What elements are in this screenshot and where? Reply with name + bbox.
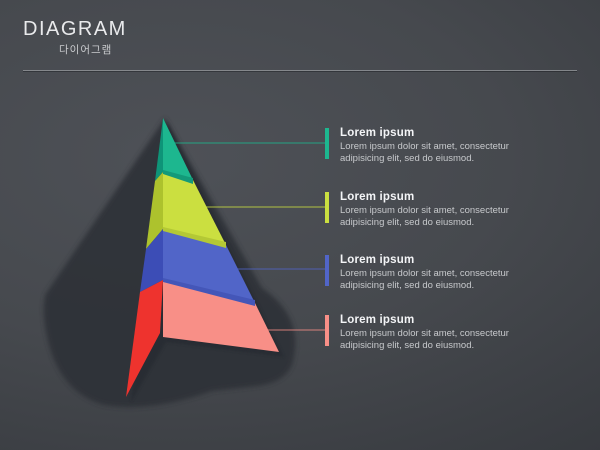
pyramid-left-segment-2 [146, 172, 163, 249]
pyramid-band-edge-1 [163, 170, 193, 184]
callout-4-body: Lorem ipsum dolor sit amet, consectetur … [340, 328, 509, 351]
header-divider [23, 70, 577, 71]
pyramid-right-segment-4 [163, 280, 279, 352]
pyramid-band-edge-3 [163, 278, 255, 306]
callout-2: Lorem ipsum Lorem ipsum dolor sit amet, … [325, 191, 560, 228]
pyramid-left-segment-1 [155, 118, 163, 181]
pyramid-left-segment-3 [140, 229, 163, 292]
callout-2-body: Lorem ipsum dolor sit amet, consectetur … [340, 205, 509, 228]
callout-4-heading: Lorem ipsum [340, 314, 415, 326]
callout-2-heading: Lorem ipsum [340, 191, 415, 203]
slide-title: DIAGRAM [23, 18, 127, 40]
callout-1-heading: Lorem ipsum [340, 127, 415, 139]
accent-bar-2 [325, 192, 329, 223]
callout-1: Lorem ipsum Lorem ipsum dolor sit amet, … [325, 127, 560, 164]
accent-bar-1 [325, 128, 329, 159]
accent-bar-4 [325, 315, 329, 346]
pyramid-right-segment-2 [163, 172, 226, 245]
callout-4: Lorem ipsum Lorem ipsum dolor sit amet, … [325, 314, 560, 351]
callout-3-heading: Lorem ipsum [340, 254, 415, 266]
pyramid-left-segment-4 [126, 280, 163, 397]
callout-1-body: Lorem ipsum dolor sit amet, consectetur … [340, 141, 509, 164]
accent-bar-3 [325, 255, 329, 286]
pyramid-band-edge-2 [163, 227, 226, 248]
pyramid-right-segment-1 [163, 118, 193, 180]
callout-3: Lorem ipsum Lorem ipsum dolor sit amet, … [325, 254, 560, 291]
slide-subtitle: 다이어그램 [59, 44, 113, 56]
callout-3-body: Lorem ipsum dolor sit amet, consectetur … [340, 268, 509, 291]
